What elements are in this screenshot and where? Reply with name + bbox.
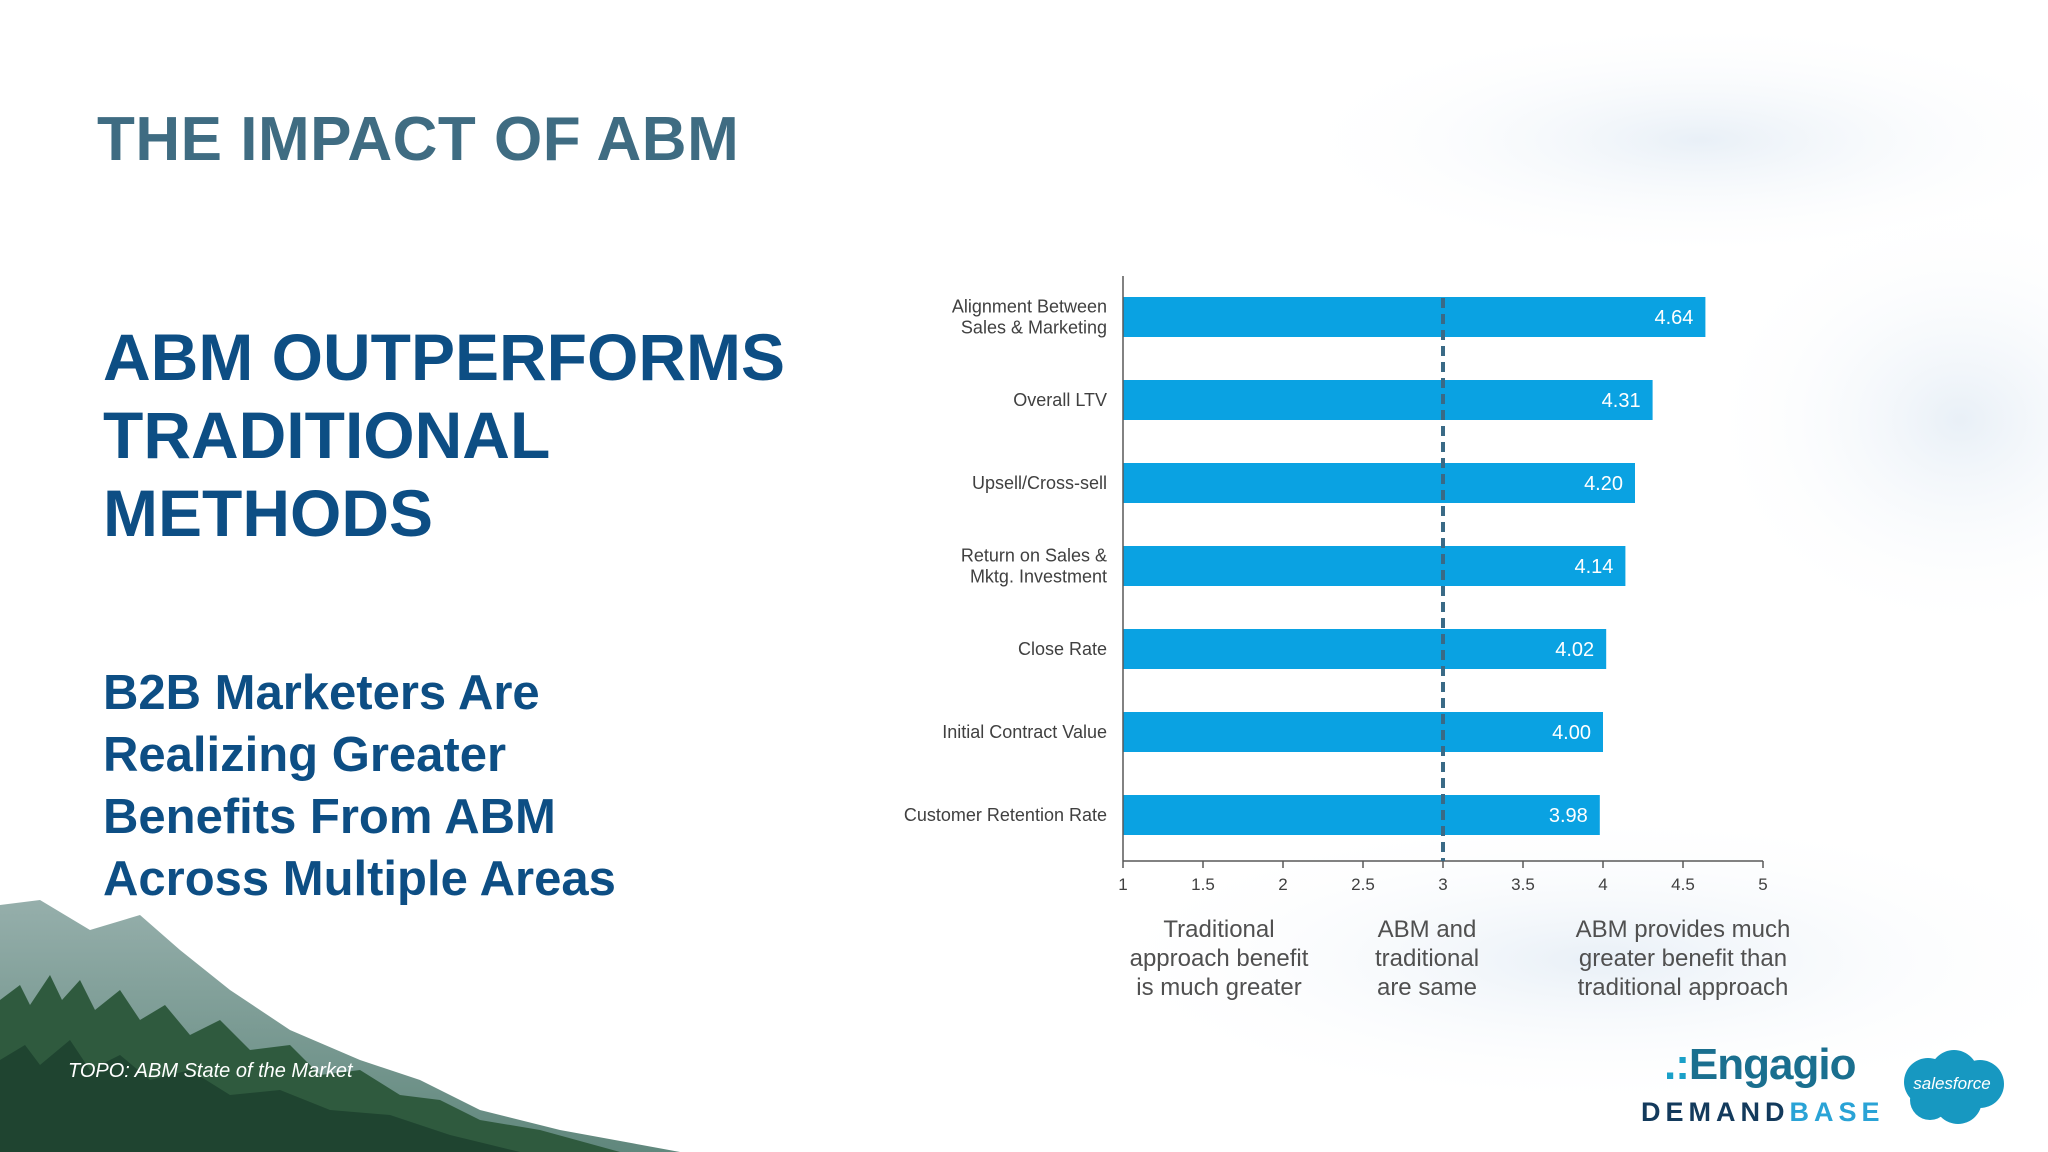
headline: ABM OUTPERFORMS TRADITIONAL METHODS: [103, 320, 785, 550]
x-tick-label: 1: [1118, 875, 1127, 894]
bar-value-label: 4.00: [1552, 722, 1591, 744]
x-tick-label: 2.5: [1351, 875, 1375, 894]
demandbase-logo: DEMANDBASE: [1641, 1097, 1885, 1128]
bar-value-label: 3.98: [1549, 805, 1588, 827]
engagio-dots-icon: .:: [1664, 1040, 1690, 1089]
benefit-bar-chart: 4.64 Alignment Between Sales & Marketing 4.…: [904, 276, 1791, 1001]
salesforce-logo-text: salesforce: [1913, 1074, 1991, 1093]
salesforce-cloud-icon: [1904, 1050, 2004, 1124]
x-tick-label: 4: [1598, 875, 1607, 894]
bar-value-label: 4.31: [1602, 390, 1641, 412]
scale-interpretation-label: ABM and traditional are same: [1375, 916, 1479, 1001]
category-label: Overall LTV: [1013, 390, 1107, 410]
demandbase-logo-demand: DEMAND: [1641, 1097, 1790, 1127]
cloud-shape: [1080, 810, 2048, 1110]
engagio-logo: .:Engagio: [1664, 1040, 1857, 1090]
forest-shape: [0, 1040, 520, 1152]
bar: [1123, 629, 1607, 669]
category-label: Initial Contract Value: [942, 722, 1107, 742]
slide-title: THE IMPACT OF ABM: [97, 105, 740, 174]
engagio-logo-text: Engagio: [1688, 1040, 1857, 1089]
category-label: Upsell/Cross-sell: [972, 473, 1107, 493]
bar-value-label: 4.14: [1574, 556, 1613, 578]
cloud-shape: [1280, 20, 2048, 260]
x-tick-label: 3: [1438, 875, 1447, 894]
source-note: TOPO: ABM State of the Market: [68, 1060, 353, 1082]
scale-interpretation-label: Traditional approach benefit is much great…: [1130, 916, 1309, 1001]
salesforce-logo: salesforce: [1896, 1048, 2008, 1126]
x-tick-label: 4.5: [1671, 875, 1695, 894]
category-label: Customer Retention Rate: [904, 805, 1107, 825]
x-tick-label: 2: [1278, 875, 1287, 894]
x-tick-label: 5: [1758, 875, 1767, 894]
bar: [1123, 380, 1653, 420]
x-tick-label: 3.5: [1511, 875, 1535, 894]
scale-interpretation-label: ABM provides much greater benefit than tra…: [1576, 916, 1791, 1001]
bar: [1123, 546, 1626, 586]
category-label: Close Rate: [1018, 639, 1107, 659]
cloud-shape: [1700, 200, 2048, 640]
bar-value-label: 4.64: [1654, 307, 1693, 329]
bar: [1123, 795, 1600, 835]
category-label: Return on Sales & Mktg. Investment: [961, 546, 1107, 587]
bar: [1123, 297, 1706, 337]
x-tick-label: 1.5: [1191, 875, 1215, 894]
bar-value-label: 4.20: [1584, 473, 1623, 495]
bar-value-label: 4.02: [1555, 639, 1594, 661]
category-label: Alignment Between Sales & Marketing: [952, 297, 1107, 338]
bar: [1123, 712, 1603, 752]
bar: [1123, 463, 1635, 503]
demandbase-logo-base: BASE: [1789, 1097, 1885, 1127]
subheadline: B2B Marketers Are Realizing Greater Bene…: [103, 666, 616, 906]
